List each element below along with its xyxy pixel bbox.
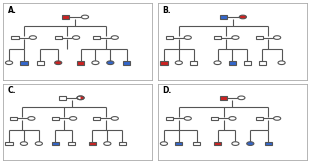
Bar xyxy=(89,142,96,145)
Circle shape xyxy=(273,36,281,39)
Bar xyxy=(229,61,236,65)
Circle shape xyxy=(239,15,246,19)
Bar xyxy=(160,61,167,65)
Bar xyxy=(166,36,174,39)
Bar xyxy=(256,117,263,120)
Bar xyxy=(77,61,84,65)
Bar xyxy=(62,15,69,19)
Circle shape xyxy=(184,117,191,120)
Circle shape xyxy=(82,15,89,19)
Text: B.: B. xyxy=(162,6,171,15)
Text: A.: A. xyxy=(7,6,16,15)
Bar xyxy=(265,142,272,145)
Circle shape xyxy=(278,61,285,65)
Bar xyxy=(123,61,130,65)
Bar xyxy=(211,117,218,120)
Circle shape xyxy=(214,61,221,65)
Wedge shape xyxy=(81,96,84,100)
Circle shape xyxy=(20,142,28,145)
Circle shape xyxy=(160,142,167,145)
Circle shape xyxy=(111,36,118,39)
Bar xyxy=(68,142,75,145)
Bar xyxy=(193,142,200,145)
Bar xyxy=(220,15,227,19)
Text: C.: C. xyxy=(7,86,16,95)
Bar xyxy=(52,117,59,120)
Circle shape xyxy=(184,36,191,39)
Circle shape xyxy=(232,142,239,145)
Circle shape xyxy=(92,61,99,65)
Bar xyxy=(52,142,59,145)
Bar xyxy=(93,36,100,39)
Bar xyxy=(214,36,221,39)
Bar xyxy=(166,117,174,120)
Circle shape xyxy=(107,61,114,65)
Bar xyxy=(244,61,251,65)
Circle shape xyxy=(28,117,35,120)
Bar xyxy=(220,96,227,100)
Circle shape xyxy=(175,61,182,65)
Bar xyxy=(6,142,13,145)
Circle shape xyxy=(35,142,42,145)
Circle shape xyxy=(104,142,111,145)
Bar xyxy=(119,142,126,145)
Circle shape xyxy=(111,117,118,120)
Circle shape xyxy=(55,61,62,65)
Bar xyxy=(93,117,100,120)
Bar xyxy=(190,61,197,65)
Circle shape xyxy=(232,36,239,39)
Circle shape xyxy=(238,96,245,100)
Circle shape xyxy=(73,36,80,39)
Bar xyxy=(256,36,263,39)
Circle shape xyxy=(247,142,254,145)
Bar xyxy=(175,142,182,145)
Bar xyxy=(11,36,19,39)
Circle shape xyxy=(69,117,77,120)
Circle shape xyxy=(273,117,281,120)
Bar xyxy=(214,142,221,145)
Bar xyxy=(10,117,17,120)
Circle shape xyxy=(229,117,236,120)
Bar xyxy=(259,61,266,65)
Circle shape xyxy=(29,36,37,39)
Bar xyxy=(59,96,66,100)
Bar xyxy=(37,61,44,65)
Circle shape xyxy=(77,96,84,100)
Bar xyxy=(20,61,28,65)
Text: D.: D. xyxy=(162,86,172,95)
Circle shape xyxy=(6,61,13,65)
Bar xyxy=(55,36,62,39)
